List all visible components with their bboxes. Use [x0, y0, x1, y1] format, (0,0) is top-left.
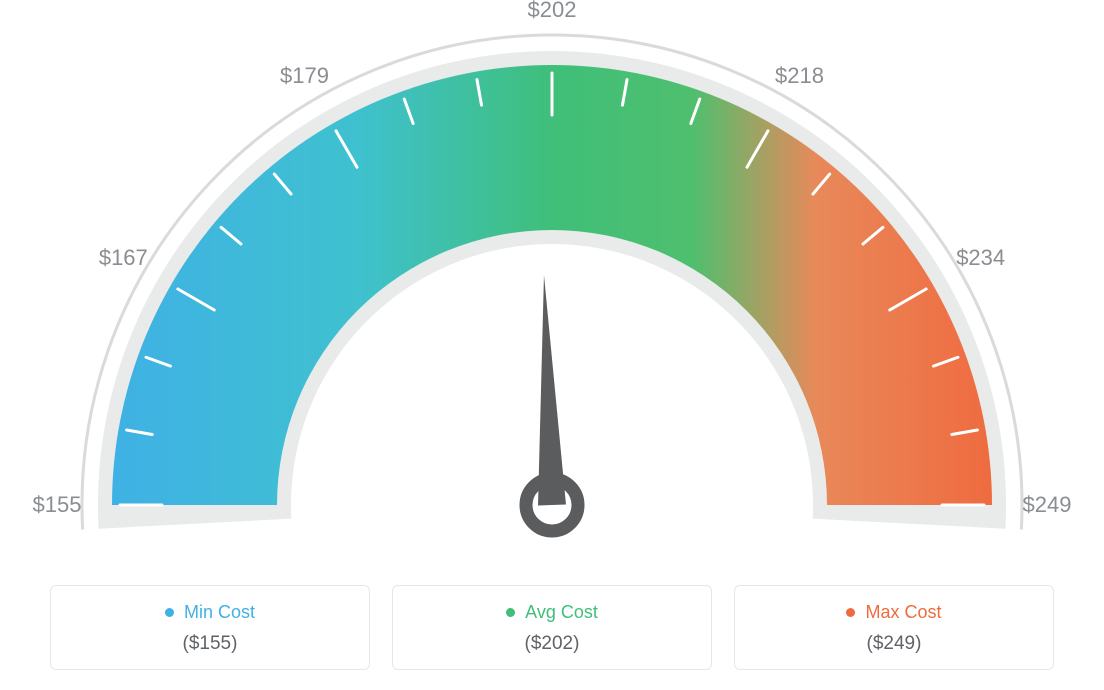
legend-value-min: ($155)	[61, 633, 359, 655]
chart-container: $155 $167 $179 $202 $218 $234 $249 Min Cost ($…	[0, 0, 1104, 690]
legend-card-avg: Avg Cost ($202)	[392, 585, 712, 670]
gauge-tick-label: $249	[1023, 492, 1072, 518]
gauge-tick-label: $155	[33, 492, 82, 518]
legend-card-max: Max Cost ($249)	[734, 585, 1054, 670]
gauge-chart: $155 $167 $179 $202 $218 $234 $249	[0, 0, 1104, 560]
legend-title-text-min: Min Cost	[184, 602, 255, 623]
gauge-tick-label: $218	[775, 63, 824, 89]
gauge-tick-label: $167	[99, 245, 148, 271]
gauge-tick-label: $202	[528, 0, 577, 23]
legend-title-min: Min Cost	[165, 602, 255, 623]
legend-dot-min	[165, 608, 174, 617]
legend-dot-avg	[506, 608, 515, 617]
legend-title-max: Max Cost	[846, 602, 941, 623]
gauge-tick-label: $234	[956, 245, 1005, 271]
legend-title-text-avg: Avg Cost	[525, 602, 598, 623]
legend-dot-max	[846, 608, 855, 617]
gauge-tick-label: $179	[280, 63, 329, 89]
legend-value-avg: ($202)	[403, 633, 701, 655]
legend-card-min: Min Cost ($155)	[50, 585, 370, 670]
legend-value-max: ($249)	[745, 633, 1043, 655]
legend-title-text-max: Max Cost	[865, 602, 941, 623]
legend-row: Min Cost ($155) Avg Cost ($202) Max Cost…	[50, 585, 1054, 670]
legend-title-avg: Avg Cost	[506, 602, 598, 623]
gauge-svg	[0, 0, 1104, 560]
